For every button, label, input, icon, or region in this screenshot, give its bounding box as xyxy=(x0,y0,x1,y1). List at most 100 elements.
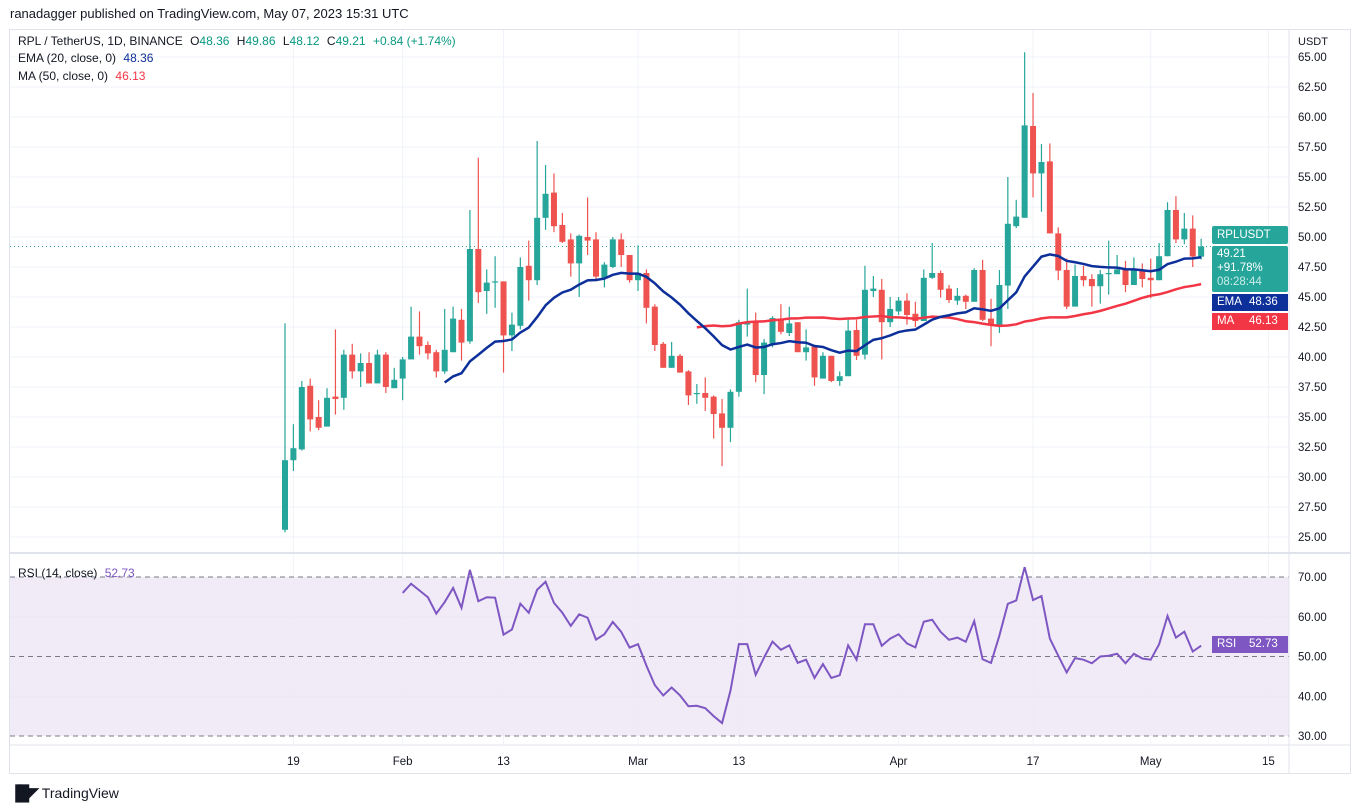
candle-body xyxy=(340,354,347,398)
candle xyxy=(601,262,608,288)
tradingview-logo[interactable]: ▐█◤ TradingView xyxy=(10,784,119,802)
price-tick-label: 55.00 xyxy=(1298,172,1327,184)
legend-ema-row[interactable]: EMA (20, close, 0) 48.36 xyxy=(18,51,157,65)
legend-ma-row[interactable]: MA (50, close, 0) 46.13 xyxy=(18,69,149,83)
candle-body xyxy=(635,273,642,281)
currency-label: USDT xyxy=(1298,36,1328,48)
candle xyxy=(702,377,709,411)
candle-body xyxy=(282,460,288,530)
candle-body xyxy=(408,336,415,360)
price-tick-label: 37.50 xyxy=(1298,382,1327,394)
candle-body xyxy=(971,270,978,302)
candle-body xyxy=(458,319,465,343)
candle xyxy=(1172,196,1179,243)
candle-body xyxy=(483,282,490,291)
candle xyxy=(719,399,726,467)
candle xyxy=(559,213,566,243)
price-tick-label: 27.50 xyxy=(1298,502,1327,514)
candle xyxy=(1198,238,1205,260)
candle xyxy=(677,354,684,373)
candle xyxy=(887,297,894,327)
change-value: +0.84 (+1.74%) xyxy=(372,34,456,48)
candle-body xyxy=(677,355,684,373)
candle xyxy=(391,367,398,389)
candle xyxy=(475,157,482,303)
price-tick-label: 57.50 xyxy=(1298,142,1327,154)
price-tick-label: 25.00 xyxy=(1298,532,1327,544)
candle xyxy=(576,234,583,297)
symbol-title[interactable]: RPL / TetherUS, 1D, BINANCE xyxy=(18,34,183,48)
legend-rsi-row[interactable]: RSI (14, close) 52.73 xyxy=(18,566,139,580)
candle-body xyxy=(466,249,473,342)
last-price: 49.21 xyxy=(1217,248,1246,260)
candle xyxy=(584,197,591,255)
candle xyxy=(878,279,885,360)
price-tick-label: 47.50 xyxy=(1298,262,1327,274)
candle xyxy=(635,245,642,291)
candle xyxy=(1097,270,1104,304)
candle xyxy=(895,297,902,315)
candle-body xyxy=(861,289,868,355)
candle-body xyxy=(895,300,902,312)
candle-body xyxy=(777,318,784,332)
candle-body xyxy=(433,352,440,372)
time-tick-label: 19 xyxy=(287,756,300,768)
candle xyxy=(1122,261,1129,293)
candle-body xyxy=(500,281,507,336)
candle xyxy=(408,306,415,360)
candle xyxy=(1021,52,1028,218)
time-axis[interactable]: 19 Feb 13 Mar 13 Apr 17 May 15 xyxy=(287,756,1275,768)
candle-body xyxy=(727,391,734,428)
price-tick-label: 35.00 xyxy=(1298,412,1327,424)
candle xyxy=(836,371,843,386)
time-tick-label: May xyxy=(1140,756,1162,768)
rsi-label: RSI (14, close) xyxy=(18,566,98,580)
candle-body xyxy=(450,318,457,353)
candle xyxy=(441,309,448,374)
legend-symbol-row: RPL / TetherUS, 1D, BINANCE O48.36 H49.8… xyxy=(18,34,460,48)
symbol-tag: RPLUSDT xyxy=(1212,226,1288,244)
candle-body xyxy=(954,295,961,301)
candle xyxy=(710,395,717,439)
low-value: 48.12 xyxy=(289,34,320,48)
candle xyxy=(1004,177,1011,309)
candle-body xyxy=(643,273,650,308)
candle xyxy=(735,319,742,397)
candle-body xyxy=(525,265,532,281)
rsi-name-tag: RSI xyxy=(1212,636,1244,653)
candle-body xyxy=(1080,276,1087,281)
candle xyxy=(819,352,826,379)
candle-body xyxy=(517,267,524,326)
candle-body xyxy=(819,355,826,379)
candle-body xyxy=(1198,246,1205,257)
candle-body xyxy=(315,417,322,428)
price-tick-label: 42.50 xyxy=(1298,322,1327,334)
time-tick-label: 13 xyxy=(497,756,510,768)
candle xyxy=(1063,258,1070,309)
ema-label: EMA (20, close, 0) xyxy=(18,51,117,65)
candle-body xyxy=(1046,161,1053,234)
rsi-axis[interactable]: 70.00 60.00 50.00 40.00 30.00 xyxy=(1298,572,1327,743)
candle-body xyxy=(324,397,331,427)
candle xyxy=(534,141,541,285)
candle xyxy=(1072,264,1079,307)
candle xyxy=(450,306,457,353)
candle-body xyxy=(794,322,801,353)
candle-body xyxy=(735,322,742,392)
candle xyxy=(1038,144,1045,212)
candle xyxy=(357,353,364,387)
tradingview-logo-text: TradingView xyxy=(41,785,119,801)
candle-body xyxy=(979,270,986,320)
candle-body xyxy=(920,277,927,321)
candle xyxy=(567,233,574,277)
candle xyxy=(945,285,952,303)
time-tick-label: 13 xyxy=(732,756,745,768)
time-tick-label: Apr xyxy=(890,756,908,768)
candle-body xyxy=(769,318,776,344)
candle xyxy=(315,400,322,431)
time-tick-label: 15 xyxy=(1262,756,1275,768)
last-price-tag: 49.21 +91.78% 08:28:44 xyxy=(1212,246,1288,292)
price-axis[interactable]: 65.00 62.50 60.00 57.50 55.00 52.50 50.00 47.50… xyxy=(1298,52,1327,544)
candle-body xyxy=(374,354,381,384)
